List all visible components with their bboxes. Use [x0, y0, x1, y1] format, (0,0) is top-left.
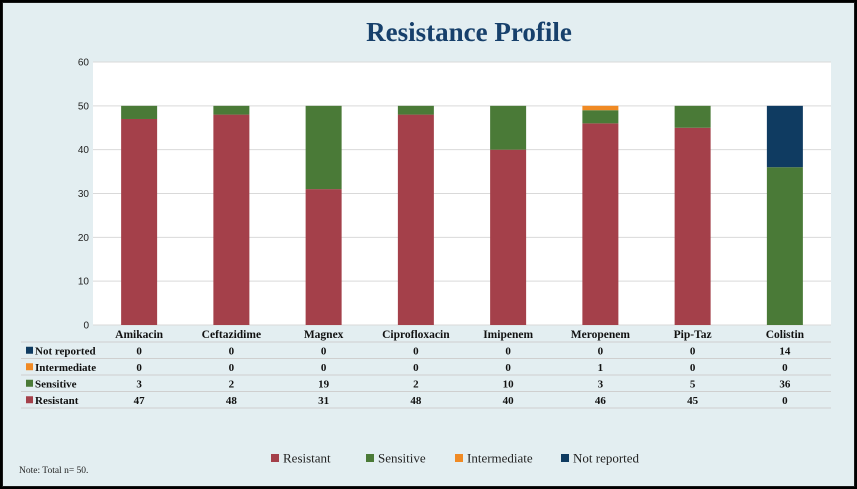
data-table: Amikacin Ceftazidime Magnex Ciprofloxacin Im… — [21, 329, 831, 409]
y-tick-label: 50 — [78, 101, 90, 112]
category-label: Colistin — [766, 329, 805, 341]
table-cell: 1 — [598, 362, 604, 374]
table-cell: 3 — [136, 378, 142, 390]
y-axis: 0 10 20 30 40 50 60 — [78, 58, 90, 332]
table-legend-key — [26, 379, 33, 387]
category-label: Amikacin — [115, 329, 164, 341]
bar-intermediate — [582, 105, 619, 111]
bar-resistant — [213, 114, 250, 325]
legend-label: Intermediate — [467, 451, 533, 466]
bar-sensitive — [213, 105, 250, 115]
table-cell: 48 — [226, 395, 238, 407]
table-legend-key — [26, 396, 33, 404]
bar-sensitive — [121, 105, 158, 119]
bar-sensitive — [582, 110, 619, 124]
table-cell: 0 — [505, 345, 511, 357]
bar-resistant — [121, 118, 158, 325]
y-tick-label: 20 — [78, 233, 90, 244]
table-cell: 0 — [505, 362, 511, 374]
table-cell: 0 — [598, 345, 604, 357]
table-cell: 0 — [690, 362, 696, 374]
chart-title: Resistance Profile — [366, 17, 572, 47]
legend-label: Not reported — [573, 451, 640, 466]
bar-sensitive — [766, 167, 803, 325]
table-cell: 19 — [318, 378, 330, 390]
bar-sensitive — [305, 105, 342, 190]
bar-resistant — [397, 114, 434, 325]
table-cell: 0 — [413, 362, 419, 374]
table-cell: 36 — [779, 378, 791, 390]
table-legend-key — [26, 363, 33, 371]
table-cell: 0 — [136, 362, 142, 374]
bar-resistant — [674, 127, 711, 325]
category-label: Pip-Taz — [674, 329, 712, 341]
y-tick-label: 60 — [78, 58, 90, 69]
category-label: Ciprofloxacin — [382, 329, 450, 341]
category-label: Ceftazidime — [202, 329, 261, 341]
y-tick-label: 40 — [78, 145, 90, 156]
table-cell: 47 — [134, 395, 146, 407]
table-cell: 0 — [229, 345, 235, 357]
bar-sensitive — [397, 105, 434, 115]
table-cell: 45 — [687, 395, 699, 407]
bar-not-reported — [766, 105, 803, 168]
table-cell: 0 — [690, 345, 696, 357]
legend-swatch — [455, 454, 463, 462]
table-cell: 10 — [503, 378, 515, 390]
legend: Resistant Sensitive Intermediate Not report… — [271, 451, 640, 466]
table-cell: 0 — [229, 362, 235, 374]
legend-label: Sensitive — [378, 451, 426, 466]
table-cell: 14 — [779, 345, 791, 357]
table-cell: 0 — [413, 345, 419, 357]
bar-sensitive — [674, 105, 711, 128]
category-label: Imipenem — [483, 329, 533, 341]
table-row-label: Resistant — [35, 395, 79, 407]
category-label: Meropenem — [571, 329, 631, 341]
bar-sensitive — [490, 105, 527, 150]
table-legend-key — [26, 346, 33, 354]
table-row-label: Intermediate — [35, 362, 96, 374]
y-tick-label: 0 — [83, 321, 89, 332]
table-cell: 2 — [413, 378, 419, 390]
table-cell: 40 — [503, 395, 515, 407]
bars — [121, 105, 803, 325]
note-text: Note: Total n= 50. — [19, 466, 88, 476]
category-label: Magnex — [304, 329, 344, 341]
table-cell: 3 — [598, 378, 604, 390]
y-tick-label: 30 — [78, 189, 90, 200]
table-cell: 46 — [595, 395, 607, 407]
legend-label: Resistant — [283, 451, 331, 466]
table-cell: 0 — [321, 345, 327, 357]
legend-swatch — [366, 454, 374, 462]
bar-resistant — [305, 189, 342, 325]
table-cell: 0 — [321, 362, 327, 374]
table-cell: 0 — [136, 345, 142, 357]
table-cell: 31 — [318, 395, 329, 407]
table-cell: 5 — [690, 378, 696, 390]
legend-swatch — [271, 454, 279, 462]
bar-resistant — [490, 149, 527, 325]
bar-resistant — [582, 123, 619, 325]
table-cell: 2 — [229, 378, 235, 390]
y-tick-label: 10 — [78, 277, 90, 288]
table-cell: 0 — [782, 362, 788, 374]
table-row-label: Not reported — [35, 345, 96, 357]
table-cell: 48 — [410, 395, 422, 407]
legend-swatch — [561, 454, 569, 462]
table-row-label: Sensitive — [35, 378, 77, 390]
table-cell: 0 — [782, 395, 788, 407]
